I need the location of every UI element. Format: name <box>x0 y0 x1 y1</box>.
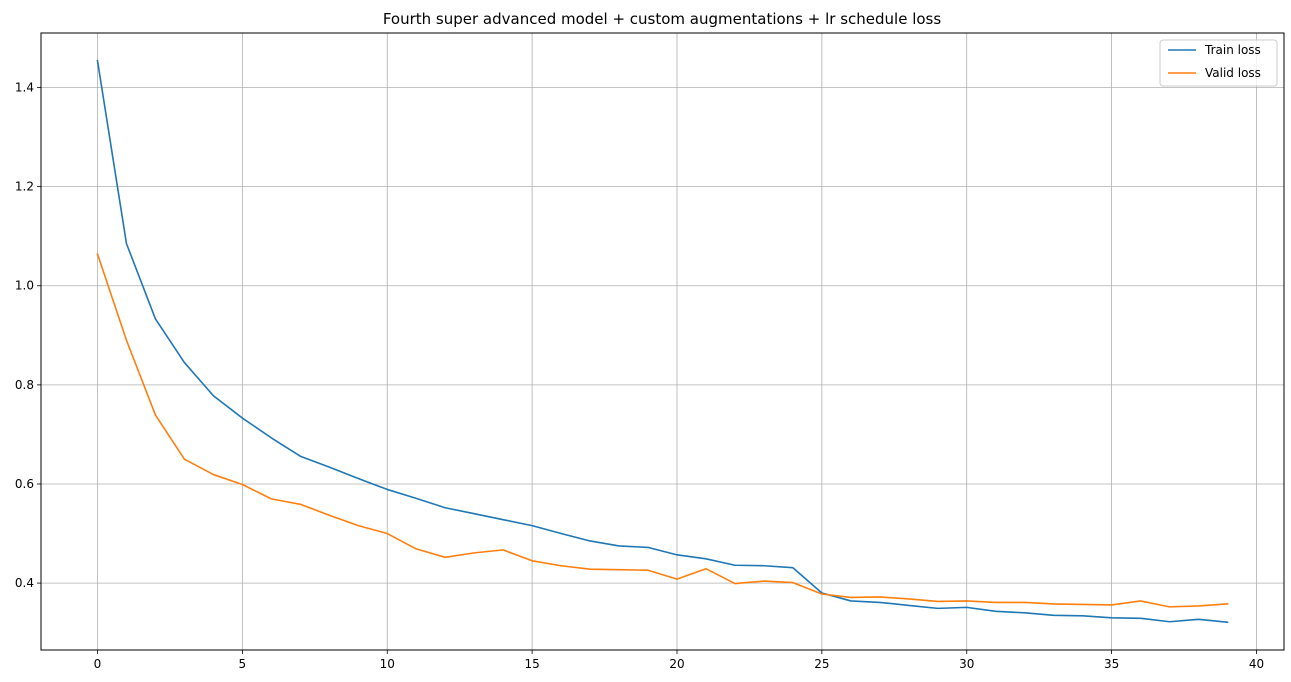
x-tick-label: 10 <box>380 657 395 671</box>
y-tick-label: 1.2 <box>15 180 34 194</box>
y-tick-label: 0.4 <box>15 576 34 590</box>
x-tick-label: 35 <box>1104 657 1119 671</box>
plot-background <box>41 33 1284 650</box>
gridlines <box>41 33 1284 650</box>
legend-label-train: Train loss <box>1204 43 1261 57</box>
plot-frame <box>40 32 1285 651</box>
y-tick-label: 1.4 <box>15 81 34 95</box>
x-axis-ticks: 0 5 10 15 20 25 30 35 40 <box>94 650 1264 671</box>
legend-box <box>1159 39 1278 87</box>
y-tick-label: 1.0 <box>15 279 34 293</box>
x-tick-label: 25 <box>814 657 829 671</box>
legend-label-valid: Valid loss <box>1205 66 1261 80</box>
x-tick-label: 0 <box>94 657 102 671</box>
series-line-train-loss <box>96 59 1229 624</box>
chart-title: Fourth super advanced model + custom aug… <box>383 10 942 28</box>
x-tick-label: 20 <box>669 657 684 671</box>
x-tick-label: 40 <box>1249 657 1264 671</box>
x-tick-label: 5 <box>239 657 247 671</box>
series-lines <box>96 59 1229 624</box>
y-tick-label: 0.8 <box>15 378 34 392</box>
legend: Train loss Valid loss <box>1159 39 1278 87</box>
x-tick-label: 15 <box>524 657 539 671</box>
y-axis-ticks: 0.4 0.6 0.8 1.0 1.2 1.4 <box>15 81 41 590</box>
x-tick-label: 30 <box>959 657 974 671</box>
series-line-valid-loss <box>96 253 1229 608</box>
y-tick-label: 0.6 <box>15 477 34 491</box>
